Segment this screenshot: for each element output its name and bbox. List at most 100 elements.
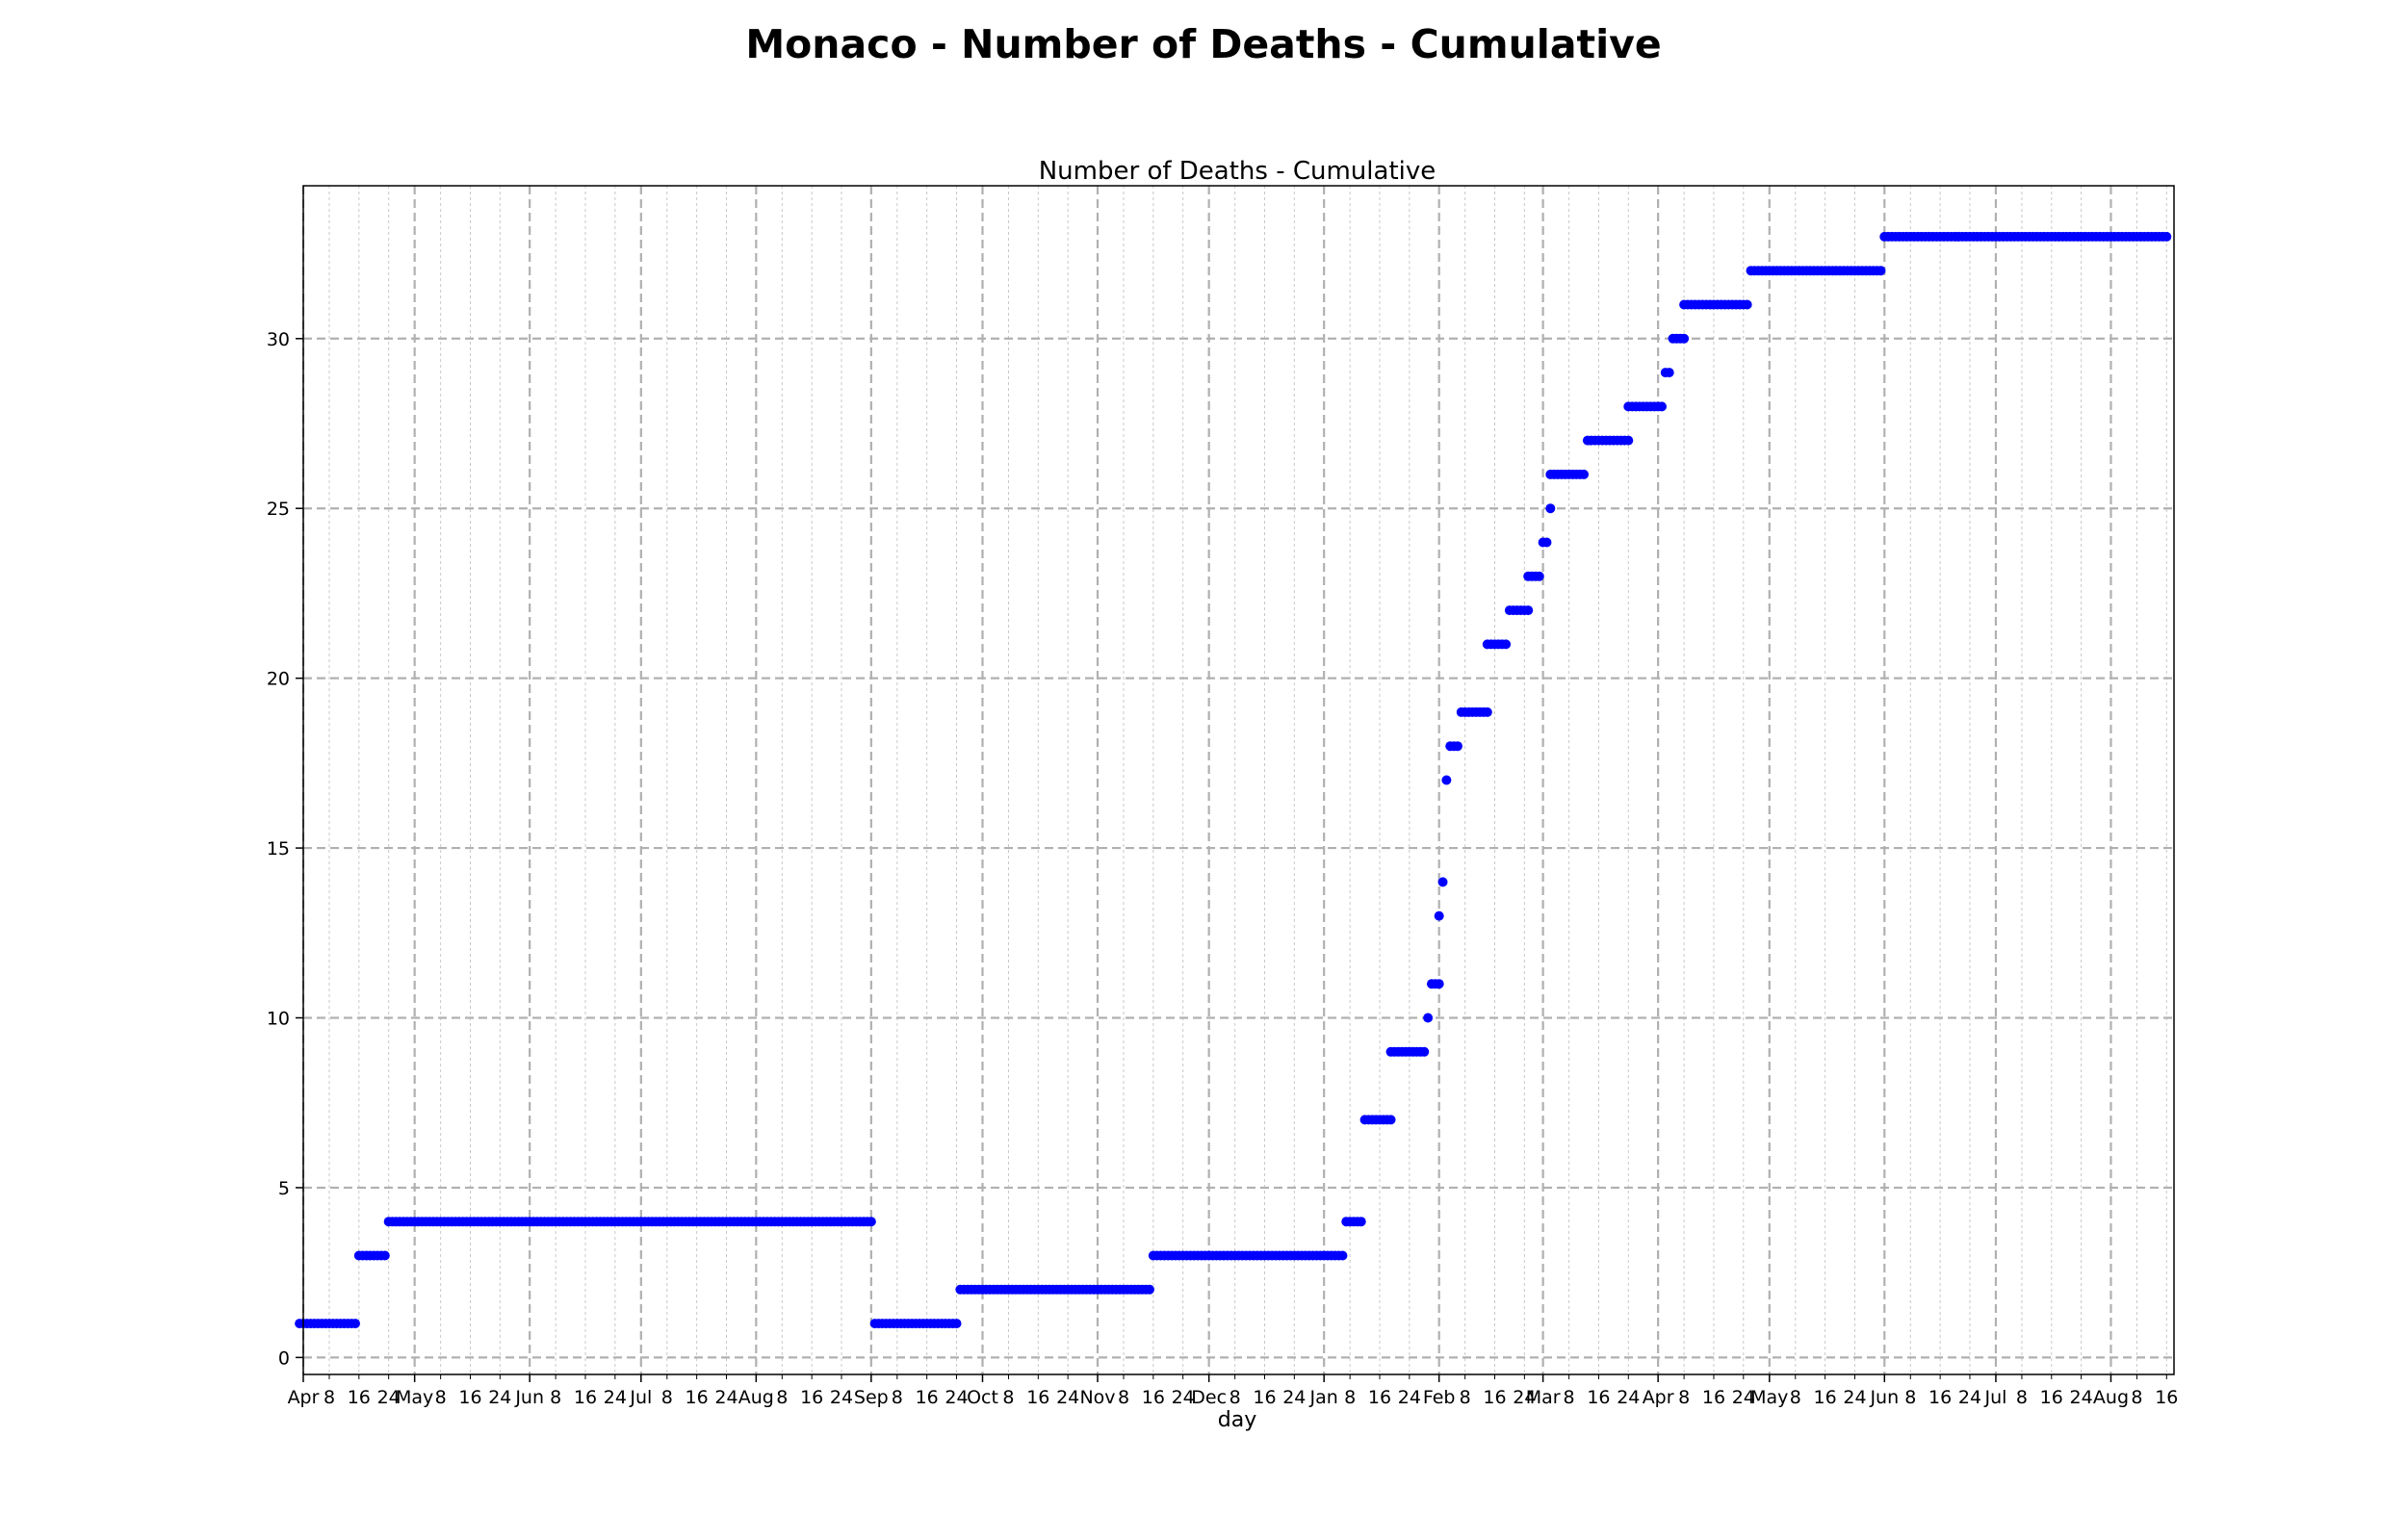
x-minor-tick-label: 8	[1460, 1387, 1471, 1408]
x-minor-tick-label: 24	[1732, 1387, 1755, 1408]
x-minor-tick-label: 16	[1483, 1387, 1506, 1408]
data-point	[1501, 639, 1512, 650]
data-point	[1623, 435, 1634, 446]
x-tick-label: Jun	[1869, 1387, 1899, 1408]
x-minor-tick-label: 16	[348, 1387, 371, 1408]
x-minor-tick-label: 8	[1678, 1387, 1690, 1408]
x-tick-label: Mar	[1526, 1387, 1561, 1408]
x-minor-tick-label: 8	[324, 1387, 335, 1408]
plot-frame	[302, 185, 2175, 1375]
data-series	[295, 231, 2172, 1329]
data-point	[1742, 299, 1752, 310]
x-minor-tick-label: 16	[800, 1387, 823, 1408]
x-minor-tick-label: 24	[1172, 1387, 1195, 1408]
x-minor-tick-label: 8	[892, 1387, 903, 1408]
data-point	[1437, 877, 1448, 887]
data-point	[1679, 333, 1690, 344]
y-tick-label: 10	[267, 1009, 290, 1030]
data-point	[1385, 1115, 1396, 1125]
data-point	[1545, 503, 1556, 514]
data-point	[1144, 1284, 1154, 1295]
data-point	[1523, 605, 1534, 616]
x-minor-tick-label: 24	[1513, 1387, 1536, 1408]
data-point	[1356, 1217, 1366, 1227]
x-minor-tick-label: 8	[1344, 1387, 1356, 1408]
x-tick-label: Nov	[1079, 1387, 1115, 1408]
x-minor-tick-label: 8	[2016, 1387, 2028, 1408]
x-minor-tick-label: 8	[550, 1387, 561, 1408]
x-minor-tick-label: 8	[1002, 1387, 1014, 1408]
x-tick-label: May	[396, 1387, 433, 1408]
x-tick-label: Feb	[1423, 1387, 1456, 1408]
data-point	[1423, 1013, 1434, 1023]
x-minor-tick-label: 24	[2070, 1387, 2093, 1408]
x-minor-tick-label: 16	[1814, 1387, 1837, 1408]
x-minor-tick-label: 8	[1904, 1387, 1916, 1408]
data-point	[866, 1217, 876, 1227]
data-point	[379, 1250, 390, 1261]
x-minor-tick-label: 8	[1790, 1387, 1801, 1408]
data-point	[1656, 401, 1667, 412]
x-tick-label: Jun	[514, 1387, 544, 1408]
x-minor-tick-label: 24	[488, 1387, 511, 1408]
x-tick-label: May	[1750, 1387, 1788, 1408]
data-point	[1579, 469, 1590, 479]
data-point	[1664, 368, 1674, 378]
y-tick-label: 5	[278, 1178, 290, 1199]
x-minor-tick-label: 24	[1617, 1387, 1640, 1408]
data-point	[1534, 571, 1544, 581]
x-tick-label: Apr	[288, 1387, 320, 1408]
x-minor-tick-label: 24	[604, 1387, 627, 1408]
x-minor-tick-label: 8	[661, 1387, 673, 1408]
x-tick-label: Sep	[854, 1387, 889, 1408]
y-tick-label: 15	[267, 838, 290, 860]
x-tick-label: Aug	[2093, 1387, 2129, 1408]
x-tick-label: Oct	[967, 1387, 998, 1408]
x-tick-label: Jul	[1983, 1387, 2006, 1408]
data-point	[951, 1319, 962, 1329]
x-minor-tick-label: 16	[458, 1387, 481, 1408]
x-minor-tick-label: 24	[945, 1387, 968, 1408]
x-minor-tick-label: 16	[916, 1387, 939, 1408]
x-tick-label: Jul	[629, 1387, 652, 1408]
data-point	[1434, 979, 1444, 989]
chart-title: Number of Deaths - Cumulative	[1039, 157, 1436, 186]
x-tick-label: Apr	[1643, 1387, 1674, 1408]
data-point	[1419, 1046, 1430, 1057]
x-tick-label: Jan	[1309, 1387, 1338, 1408]
x-minor-tick-label: 16	[2040, 1387, 2063, 1408]
data-point	[1482, 706, 1492, 717]
x-minor-tick-label: 16	[1026, 1387, 1049, 1408]
y-axis-ticks: 0 5 10 15 20 25 30	[267, 329, 303, 1369]
x-minor-tick-label: 8	[1118, 1387, 1129, 1408]
x-minor-tick-label: 16	[1253, 1387, 1276, 1408]
data-point	[349, 1319, 360, 1329]
x-minor-tick-label: 16	[574, 1387, 597, 1408]
y-tick-label: 30	[267, 329, 290, 350]
x-minor-tick-label: 16	[1702, 1387, 1725, 1408]
x-minor-tick-label: 16	[1587, 1387, 1610, 1408]
x-minor-tick-label: 8	[1564, 1387, 1575, 1408]
x-minor-tick-label: 16	[1928, 1387, 1952, 1408]
x-minor-tick-label: 16	[1142, 1387, 1165, 1408]
x-minor-tick-label: 24	[830, 1387, 853, 1408]
x-minor-tick-label: 24	[1056, 1387, 1079, 1408]
x-minor-tick-label: 24	[1282, 1387, 1306, 1408]
x-minor-tick-label: 8	[2131, 1387, 2142, 1408]
x-minor-tick-label: 24	[1843, 1387, 1866, 1408]
x-minor-tick-label: 24	[714, 1387, 738, 1408]
x-minor-tick-label: 16	[686, 1387, 709, 1408]
x-minor-tick-label: 24	[377, 1387, 401, 1408]
y-tick-label: 25	[267, 499, 290, 520]
data-point	[1441, 775, 1452, 785]
x-minor-tick-label: 16	[2155, 1387, 2178, 1408]
grid-lines	[301, 186, 2174, 1374]
x-minor-tick-label: 24	[1958, 1387, 1981, 1408]
data-point	[1452, 741, 1462, 752]
y-tick-label: 0	[278, 1348, 290, 1369]
data-point	[1337, 1250, 1348, 1261]
figure-suptitle: Monaco - Number of Deaths - Cumulative	[745, 21, 1662, 67]
x-tick-label: Dec	[1191, 1387, 1227, 1408]
